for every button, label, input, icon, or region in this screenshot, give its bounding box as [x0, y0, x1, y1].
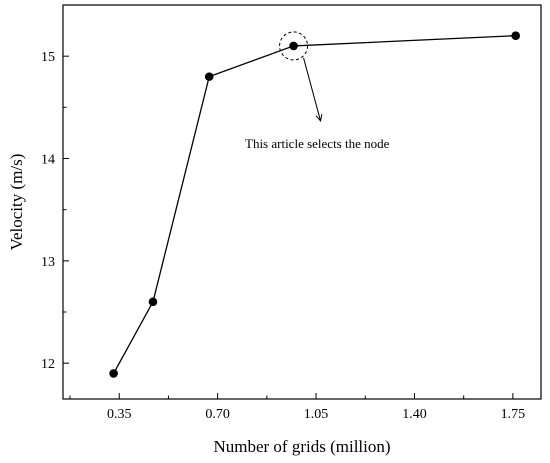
x-tick-label: 1.05 [304, 407, 329, 422]
plot-frame [62, 4, 542, 400]
data-point [511, 31, 520, 41]
series-layer [109, 31, 520, 378]
annotation-arrowhead [315, 113, 323, 123]
x-axis-label: Number of grids (million) [213, 437, 390, 456]
x-tick-label: 0.70 [205, 407, 230, 422]
annotation-layer: This article selects the node [245, 31, 390, 151]
annotation-circle [279, 31, 309, 61]
data-point [204, 72, 214, 81]
y-axis-label: Velocity (m/s) [7, 154, 26, 251]
annotation-arrow [303, 57, 322, 122]
y-tick-label: 12 [41, 357, 55, 372]
y-tick-label: 14 [41, 153, 55, 168]
x-tick-label: 1.75 [501, 407, 526, 422]
data-point [289, 41, 298, 51]
series-line [113, 35, 516, 374]
annotation-text: This article selects the node [245, 136, 390, 151]
data-point [148, 297, 158, 307]
x-tick-label: 0.35 [107, 407, 132, 422]
data-point [109, 369, 118, 378]
y-tick-label: 15 [41, 50, 55, 65]
ticks-layer: 0.35 0.70 1.05 1.40 1.75 12 13 14 15 [41, 50, 525, 422]
x-tick-label: 1.40 [402, 407, 427, 422]
y-tick-label: 13 [41, 255, 55, 270]
